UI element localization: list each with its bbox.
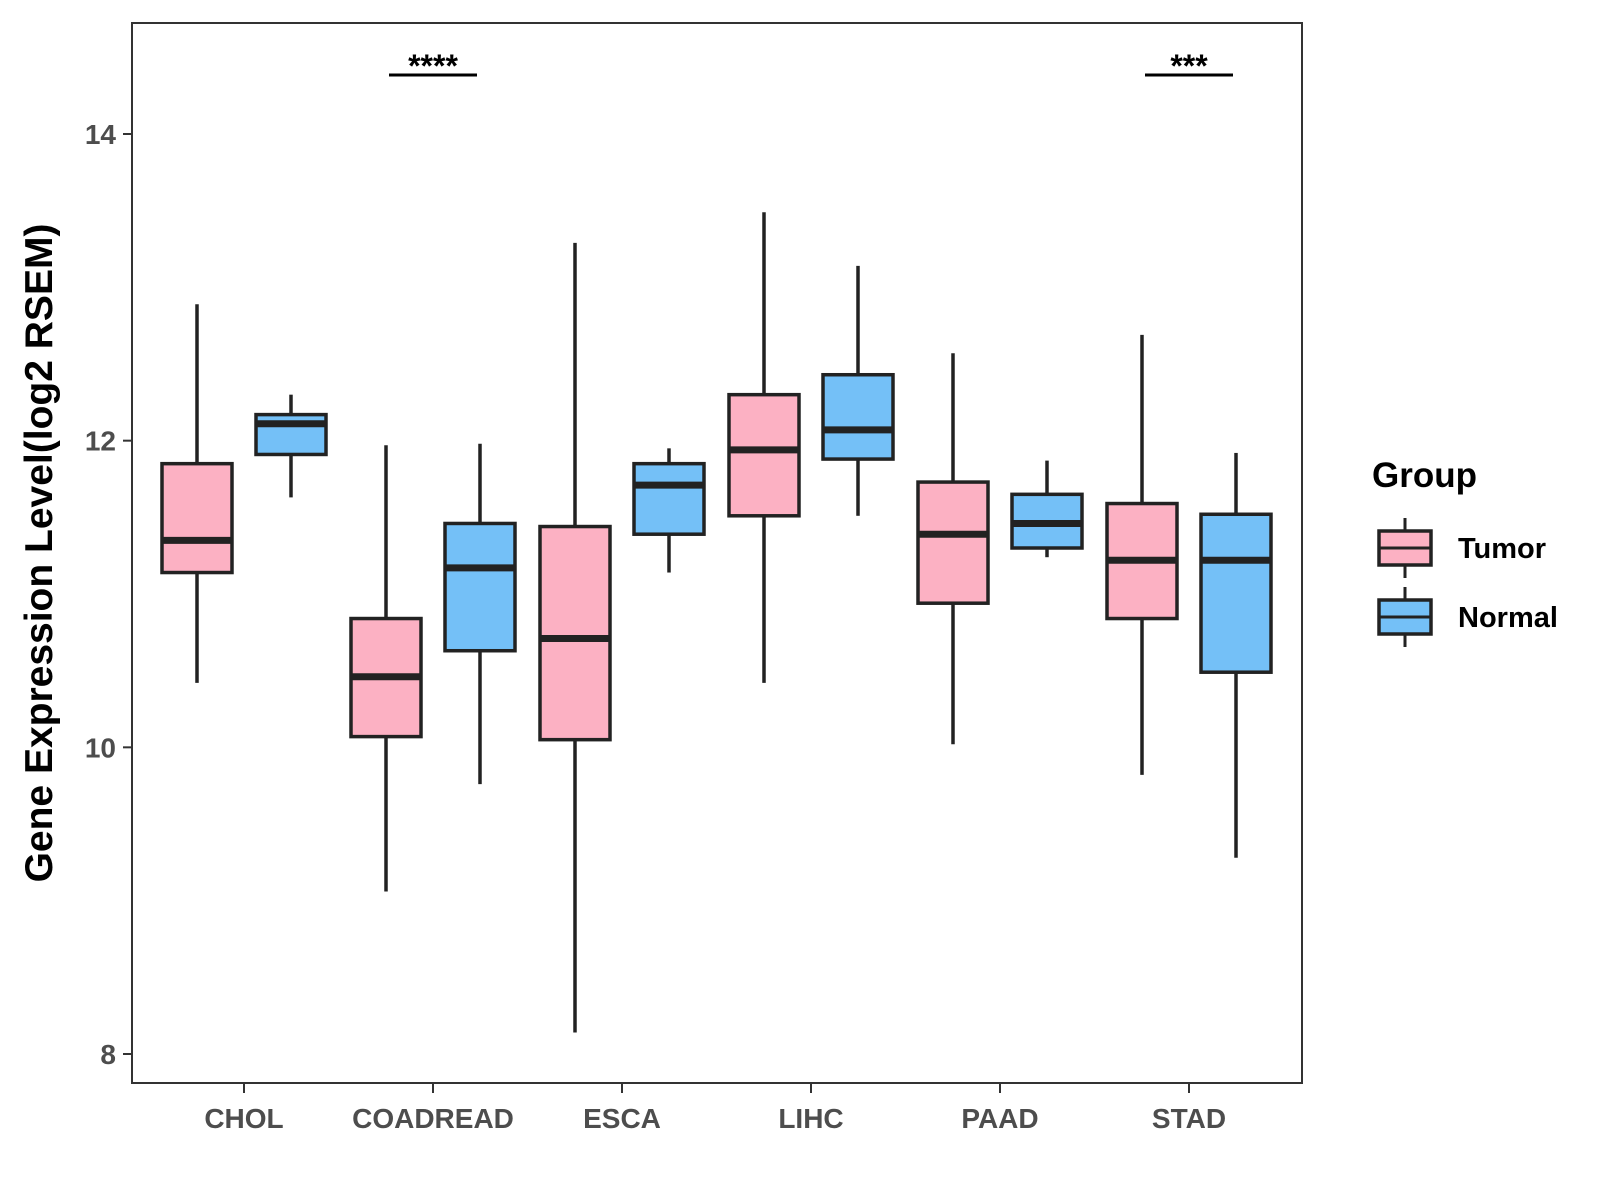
- y-tick-label: 12: [85, 426, 116, 457]
- significance-label: ***: [1170, 48, 1208, 84]
- legend-label: Normal: [1458, 602, 1558, 634]
- box-tumor-coadread: [349, 445, 423, 892]
- box-normal-lihc: [821, 265, 895, 516]
- box-tumor-chol: [160, 304, 234, 683]
- box-tumor-paad: [916, 353, 990, 745]
- legend: Group Tumor Normal: [1372, 456, 1558, 647]
- box-normal-coadread: [443, 443, 517, 785]
- x-tick-label: CHOL: [204, 1103, 283, 1134]
- box-iqr: [632, 461, 706, 536]
- box-normal-stad: [1199, 452, 1273, 858]
- box-normal-paad: [1010, 460, 1084, 558]
- box-iqr: [538, 524, 612, 742]
- box-iqr: [160, 461, 234, 575]
- legend-item-normal: Normal: [1377, 587, 1558, 647]
- box-iqr: [821, 372, 895, 461]
- x-tick-label: ESCA: [583, 1103, 661, 1134]
- plot-panel-border: [131, 22, 1303, 1084]
- box-iqr: [916, 480, 990, 605]
- box-normal-chol: [254, 394, 328, 498]
- significance-annotation: ***: [1145, 48, 1233, 84]
- x-tick-label: LIHC: [778, 1103, 843, 1134]
- box-iqr: [727, 392, 801, 518]
- box-iqr: [443, 521, 517, 653]
- box-tumor-stad: [1105, 334, 1179, 775]
- x-tick-label: COADREAD: [352, 1103, 514, 1134]
- box-tumor-lihc: [727, 212, 801, 683]
- box-iqr: [1199, 512, 1273, 674]
- y-tick-label: 8: [100, 1039, 116, 1070]
- significance-label: ****: [408, 48, 458, 84]
- y-axis-title: Gene Expression Level(log2 RSEM): [18, 224, 61, 883]
- significance-annotation: ****: [389, 48, 477, 84]
- y-tick-label: 10: [85, 732, 116, 763]
- box-tumor-esca: [538, 242, 612, 1033]
- y-tick-label: 14: [85, 119, 117, 150]
- box-normal-esca: [632, 448, 706, 573]
- legend-label: Tumor: [1458, 533, 1546, 565]
- legend-item-tumor: Tumor: [1377, 518, 1546, 578]
- x-tick-label: PAAD: [961, 1103, 1038, 1134]
- legend-title: Group: [1372, 456, 1477, 495]
- x-tick-label: STAD: [1152, 1103, 1226, 1134]
